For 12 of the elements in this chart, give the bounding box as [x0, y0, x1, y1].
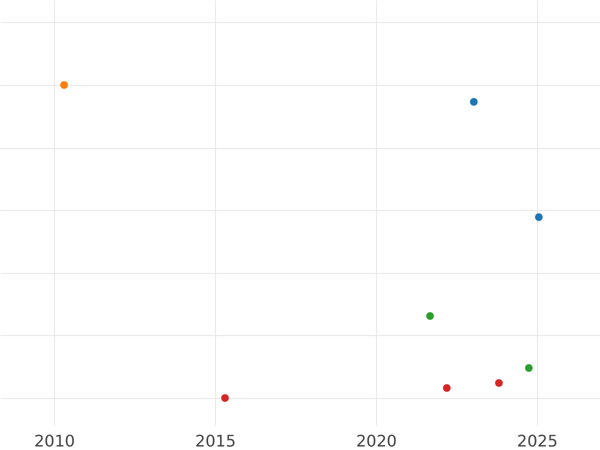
point: [426, 312, 434, 320]
point: [534, 213, 543, 221]
x-tick-label: 2015: [195, 432, 236, 450]
x-tick-label: 2020: [356, 432, 397, 450]
point: [495, 379, 503, 387]
point: [442, 384, 451, 392]
x-tick-label: 2010: [34, 432, 75, 450]
point: [221, 394, 229, 402]
point: [470, 98, 478, 106]
point: [524, 364, 533, 372]
x-tick-label: 2025: [517, 432, 558, 450]
point: [60, 81, 68, 89]
